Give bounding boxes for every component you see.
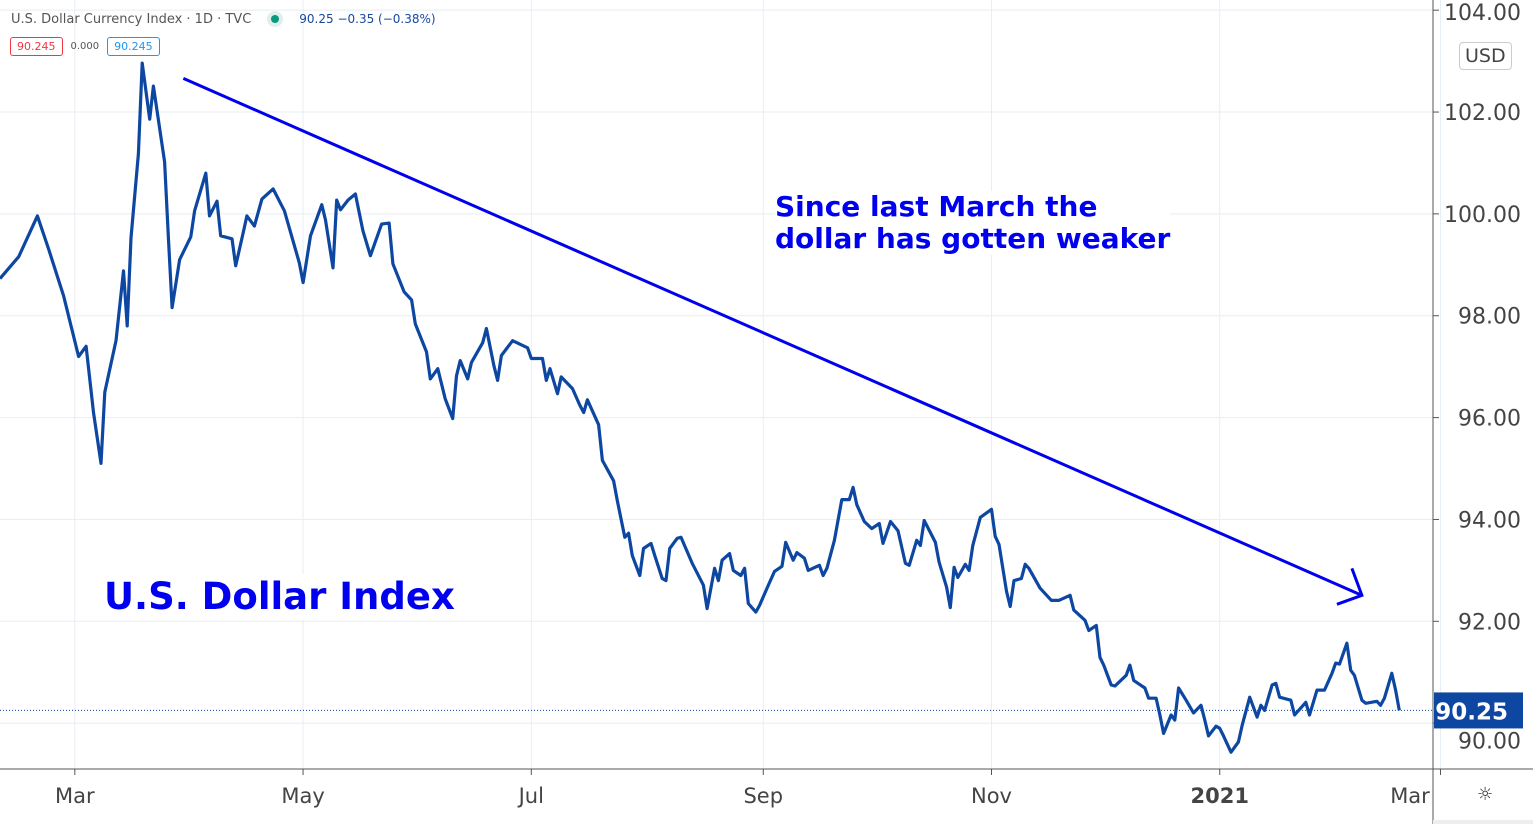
last-price-badge bbox=[1434, 692, 1523, 729]
market-status-icon bbox=[267, 11, 284, 27]
y-tick-label: 96.00 bbox=[1458, 407, 1521, 432]
currency-button[interactable]: USD bbox=[1459, 42, 1512, 70]
y-tick-label: 102.00 bbox=[1444, 101, 1521, 126]
annotation-line-1: Since last March the bbox=[775, 190, 1098, 223]
y-tick-label: 92.00 bbox=[1458, 610, 1521, 635]
trend-arrow-head bbox=[1336, 567, 1364, 606]
gear-icon[interactable]: ☼ bbox=[1477, 784, 1494, 805]
price-line bbox=[0, 61, 1401, 754]
symbol-title[interactable]: U.S. Dollar Currency Index · 1D · TVC bbox=[11, 11, 252, 27]
y-tick-label: 94.00 bbox=[1458, 508, 1521, 533]
trend-arrow[interactable] bbox=[182, 77, 1364, 606]
axis-corner bbox=[1433, 820, 1533, 824]
grid bbox=[0, 0, 1441, 769]
symbol-legend: U.S. Dollar Currency Index · 1D · TVC 90… bbox=[11, 11, 436, 27]
y-tick-label: 104.00 bbox=[1444, 1, 1521, 26]
spread-value: 0.000 bbox=[70, 41, 100, 52]
last-quote: 90.25 −0.35 (−0.38%) bbox=[299, 12, 436, 26]
y-tick-label: 100.00 bbox=[1444, 203, 1521, 228]
x-tick-label: 2021 bbox=[1191, 784, 1249, 808]
y-tick-label: 90.00 bbox=[1458, 729, 1521, 754]
trend-arrow-shaft[interactable] bbox=[182, 77, 1363, 597]
x-tick-label: May bbox=[281, 784, 324, 808]
annotation-note[interactable]: Since last March the dollar has gotten w… bbox=[775, 190, 1171, 255]
sell-price-button[interactable]: 90.245 bbox=[10, 37, 63, 56]
buy-price-button[interactable]: 90.245 bbox=[107, 37, 160, 56]
x-tick-label: Mar bbox=[1390, 784, 1430, 808]
annotation-label[interactable]: U.S. Dollar Index bbox=[98, 574, 461, 620]
annotation-line-2: dollar has gotten weaker bbox=[775, 222, 1171, 255]
bid-ask-row: 90.245 0.000 90.245 bbox=[10, 37, 160, 56]
x-tick-label: Sep bbox=[743, 784, 783, 808]
x-tick-label: Mar bbox=[55, 784, 95, 808]
price-series bbox=[0, 61, 1401, 754]
last-price-label: 90.25 bbox=[1435, 699, 1508, 725]
y-tick-label: 98.00 bbox=[1458, 305, 1521, 330]
x-tick-label: Nov bbox=[971, 784, 1012, 808]
x-tick-label: Jul bbox=[517, 784, 544, 808]
